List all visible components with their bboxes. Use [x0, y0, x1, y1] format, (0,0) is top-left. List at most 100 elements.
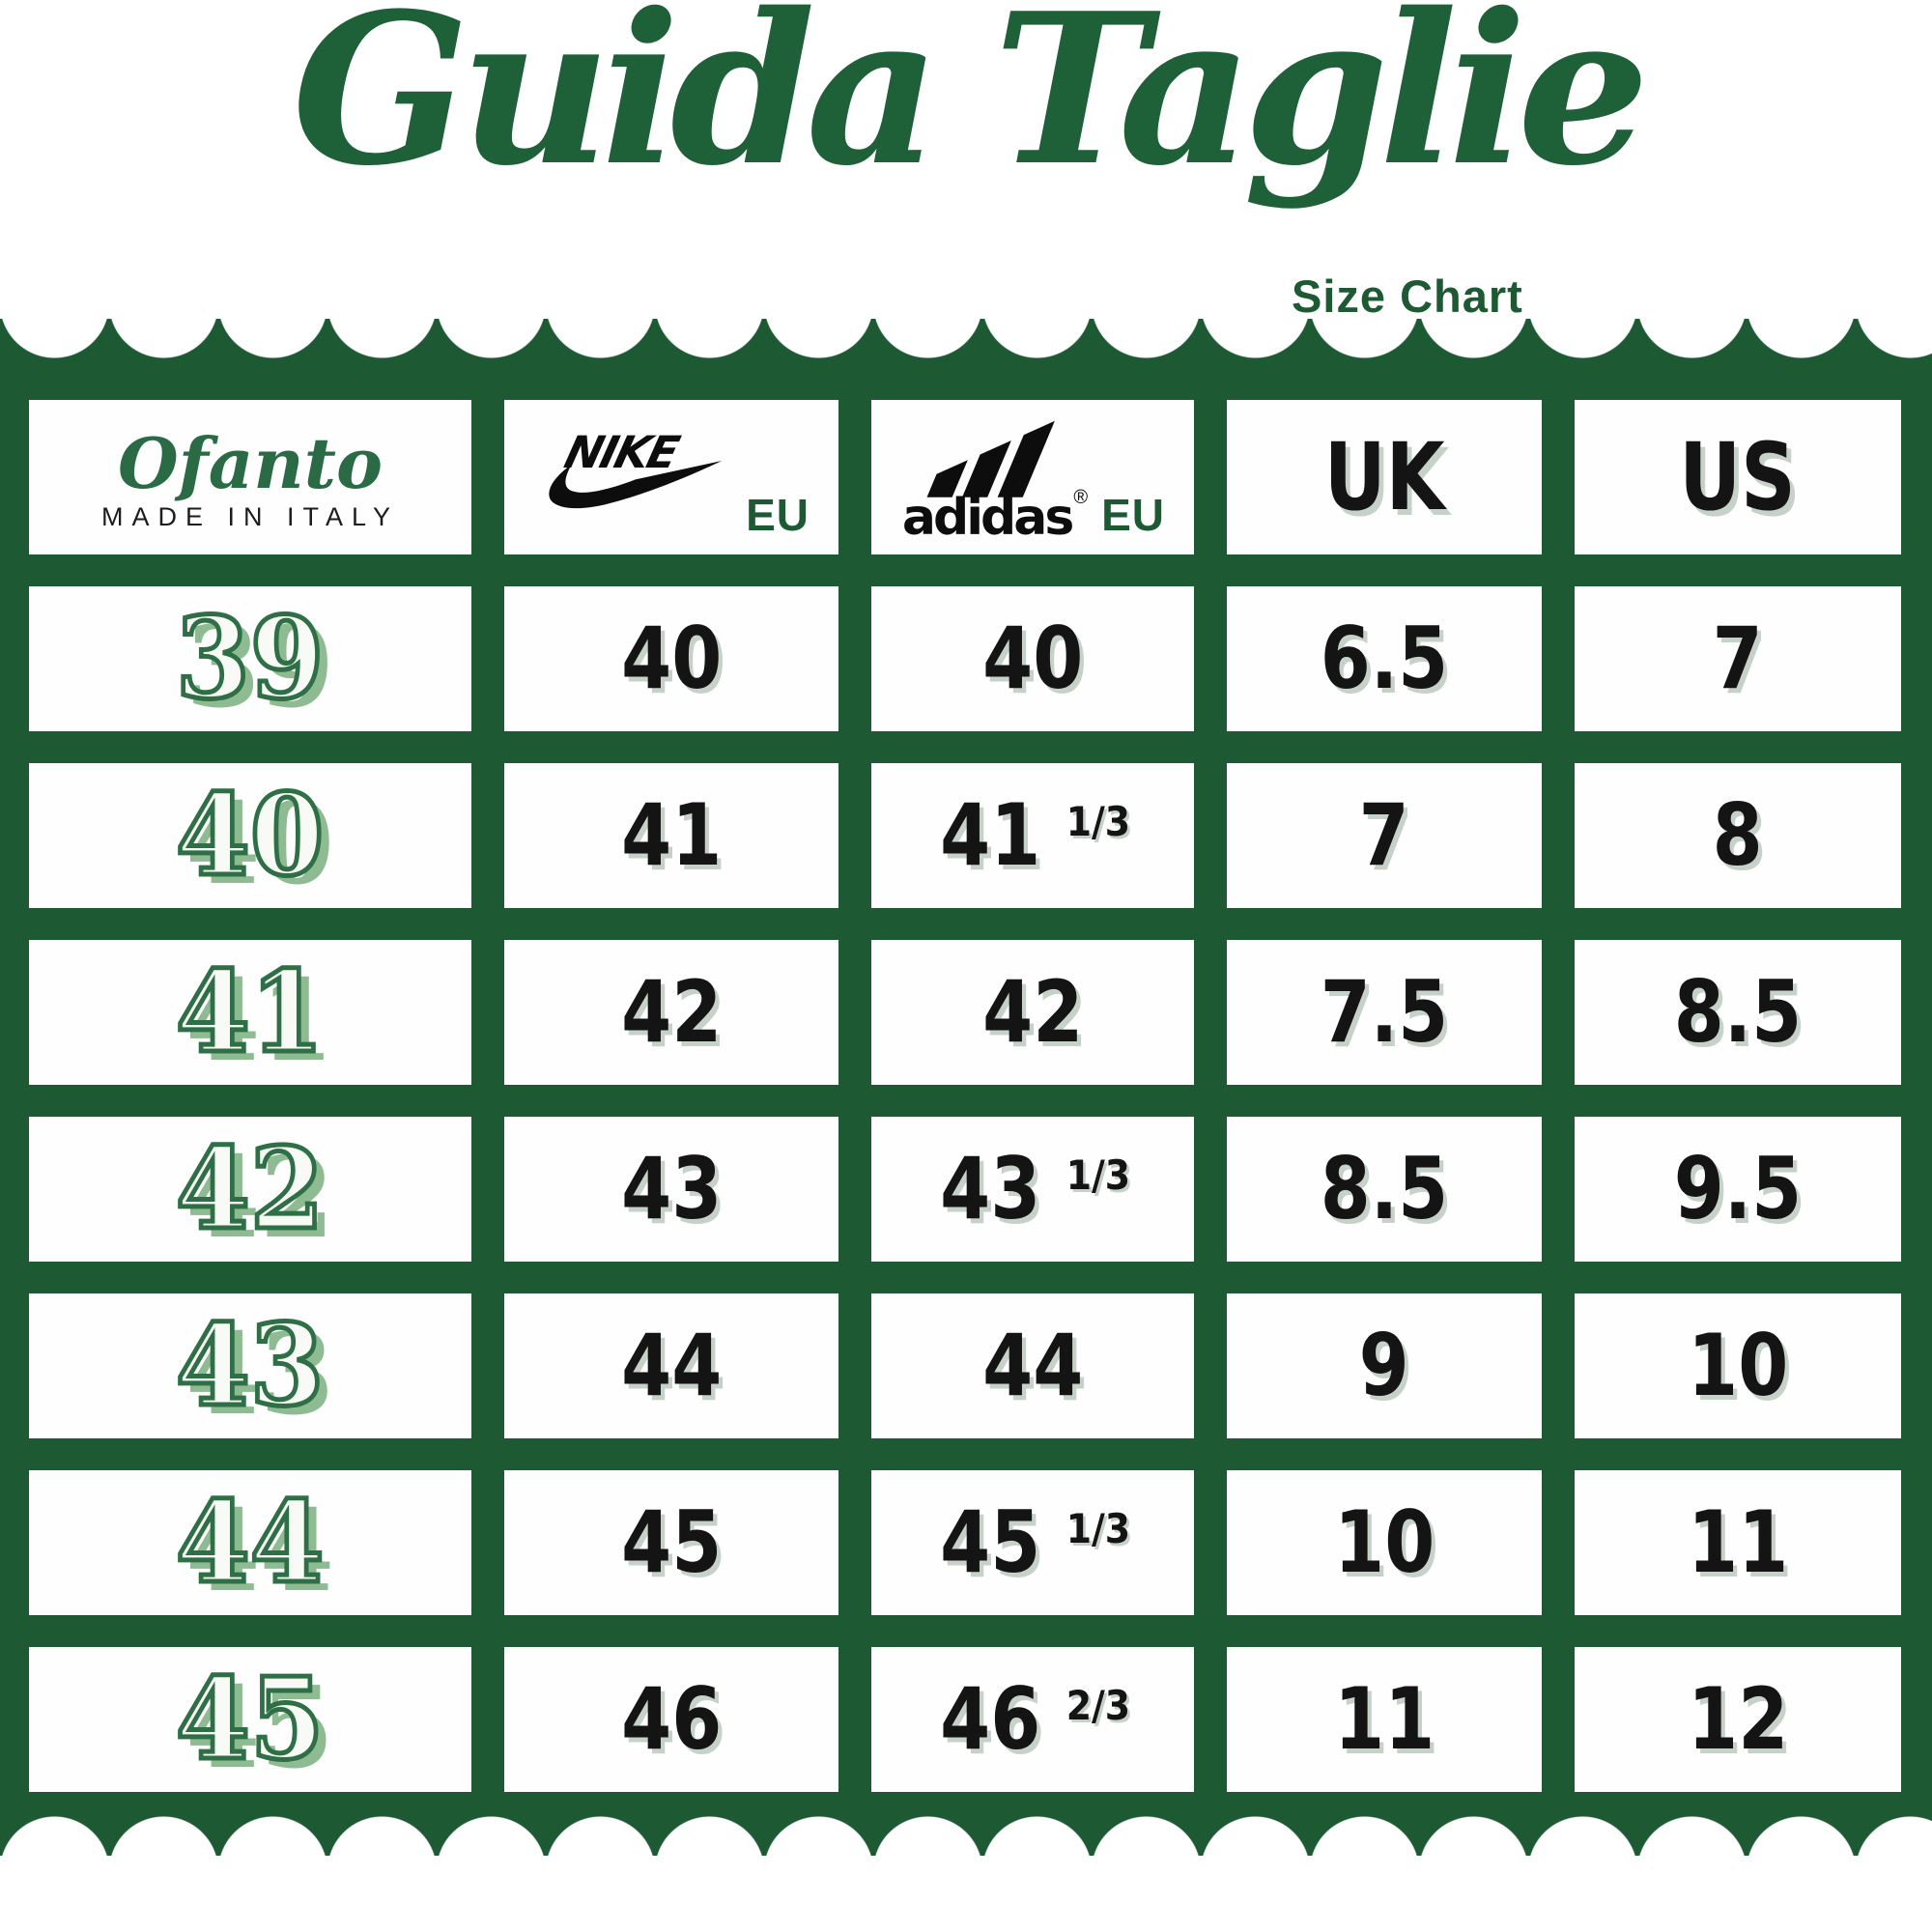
ofanto-logo: Ofanto: [118, 421, 383, 504]
uk-size-cell: 7.5: [1227, 940, 1542, 1085]
adidas-size-fraction: 1/3: [1066, 798, 1131, 845]
size-table: Ofanto MADE IN ITALY NIKE EU: [0, 359, 1932, 1815]
header-cell-ofanto: Ofanto MADE IN ITALY: [29, 400, 471, 554]
adidas-size-value: 44: [981, 1316, 1084, 1415]
nike-swoosh-icon: [549, 460, 723, 509]
ofanto-size-cell: 43: [29, 1293, 471, 1438]
nike-size-value: 46: [620, 1669, 723, 1769]
adidas-size-cell: 46 2/3: [871, 1647, 1194, 1792]
adidas-size-value: 43: [940, 1139, 1041, 1238]
nike-size-cell: 44: [504, 1293, 838, 1438]
adidas-size-value: 46: [940, 1669, 1041, 1769]
adidas-size-value: 45: [940, 1492, 1041, 1592]
nike-size-cell: 46: [504, 1647, 838, 1792]
adidas-size-cell: 43 1/3: [871, 1117, 1194, 1262]
adidas-logo: adidas ®: [902, 412, 1088, 543]
nike-size-value: 44: [620, 1316, 723, 1415]
nike-size-cell: 42: [504, 940, 838, 1085]
adidas-size-cell: 44: [871, 1293, 1194, 1438]
us-column-label: US: [1679, 423, 1797, 531]
adidas-wordmark-row: adidas ®: [901, 487, 1088, 547]
us-size-cell: 8.5: [1575, 940, 1901, 1085]
nike-wordmark: NIKE: [559, 426, 685, 477]
ofanto-size-value: 41: [174, 947, 327, 1078]
adidas-size-cell: 41 1/3: [871, 763, 1194, 908]
uk-size-cell: 6.5: [1227, 586, 1542, 731]
adidas-size-cell: 40: [871, 586, 1194, 731]
uk-size-cell: 10: [1227, 1470, 1542, 1615]
ofanto-size-value: 43: [174, 1300, 327, 1432]
nike-region-label: EU: [746, 490, 810, 540]
scallop-top-edge: [0, 319, 1932, 359]
nike-size-cell: 45: [504, 1470, 838, 1615]
uk-column-label: UK: [1323, 423, 1445, 531]
uk-size-value: 11: [1333, 1669, 1435, 1769]
us-size-cell: 11: [1575, 1470, 1901, 1615]
us-size-cell: 12: [1575, 1647, 1901, 1792]
nike-size-value: 41: [620, 785, 723, 885]
adidas-three-stripes-icon: [926, 420, 1055, 497]
uk-size-value: 7.5: [1320, 962, 1449, 1062]
adidas-region-label: EU: [1101, 490, 1165, 540]
ofanto-size-value: 45: [174, 1654, 327, 1785]
ofanto-size-value: 39: [174, 593, 327, 724]
nike-size-value: 45: [620, 1492, 723, 1592]
adidas-size-value: 42: [981, 962, 1084, 1062]
nike-size-cell: 41: [504, 763, 838, 908]
adidas-size-fraction: 2/3: [1066, 1682, 1131, 1729]
uk-size-cell: 8.5: [1227, 1117, 1542, 1262]
us-size-value: 11: [1687, 1492, 1789, 1592]
masthead: Guida Taglie Size Chart: [0, 0, 1932, 322]
nike-size-cell: 43: [504, 1117, 838, 1262]
adidas-size-value: 40: [981, 609, 1084, 708]
us-size-cell: 7: [1575, 586, 1901, 731]
uk-size-value: 8.5: [1320, 1139, 1449, 1238]
us-size-cell: 8: [1575, 763, 1901, 908]
us-size-value: 9.5: [1673, 1139, 1803, 1238]
nike-size-cell: 40: [504, 586, 838, 731]
uk-size-cell: 9: [1227, 1293, 1542, 1438]
ofanto-size-value: 42: [174, 1123, 327, 1255]
nike-logo: NIKE: [549, 426, 723, 509]
adidas-wordmark: adidas: [901, 489, 1074, 547]
adidas-size-cell: 42: [871, 940, 1194, 1085]
ofanto-size-value: 44: [174, 1477, 327, 1608]
us-size-cell: 9.5: [1575, 1117, 1901, 1262]
ofanto-size-cell: 45: [29, 1647, 471, 1792]
uk-size-cell: 11: [1227, 1647, 1542, 1792]
adidas-size-value: 41: [940, 785, 1041, 885]
header-cell-adidas: adidas ® EU: [871, 400, 1194, 554]
adidas-size-cell: 45 1/3: [871, 1470, 1194, 1615]
nike-size-value: 40: [620, 609, 723, 708]
uk-size-cell: 7: [1227, 763, 1542, 908]
uk-size-value: 7: [1358, 785, 1410, 885]
registered-mark: ®: [1073, 487, 1089, 508]
nike-size-value: 42: [620, 962, 723, 1062]
header-cell-nike: NIKE EU: [504, 400, 838, 554]
us-size-cell: 10: [1575, 1293, 1901, 1438]
us-size-value: 10: [1687, 1316, 1789, 1415]
nike-size-value: 43: [620, 1139, 723, 1238]
green-band: Ofanto MADE IN ITALY NIKE EU: [0, 319, 1932, 1856]
ofanto-size-cell: 41: [29, 940, 471, 1085]
ofanto-tagline: MADE IN ITALY: [100, 501, 400, 531]
uk-size-value: 6.5: [1320, 609, 1449, 708]
adidas-size-fraction: 1/3: [1066, 1151, 1131, 1199]
ofanto-size-cell: 40: [29, 763, 471, 908]
header-cell-us: US: [1575, 400, 1901, 554]
scallop-bottom-edge: [0, 1815, 1932, 1856]
uk-size-value: 9: [1358, 1316, 1410, 1415]
ofanto-size-value: 40: [174, 770, 327, 901]
us-size-value: 7: [1712, 609, 1764, 708]
us-size-value: 12: [1687, 1669, 1789, 1769]
ofanto-size-cell: 42: [29, 1117, 471, 1262]
page-subtitle: Size Chart: [1292, 270, 1523, 322]
header-cell-uk: UK: [1227, 400, 1542, 554]
ofanto-size-cell: 44: [29, 1470, 471, 1615]
us-size-value: 8: [1712, 785, 1764, 885]
adidas-size-fraction: 1/3: [1066, 1505, 1131, 1552]
us-size-value: 8.5: [1673, 962, 1803, 1062]
ofanto-size-cell: 39: [29, 586, 471, 731]
page-title: Guida Taglie: [292, 0, 1649, 212]
